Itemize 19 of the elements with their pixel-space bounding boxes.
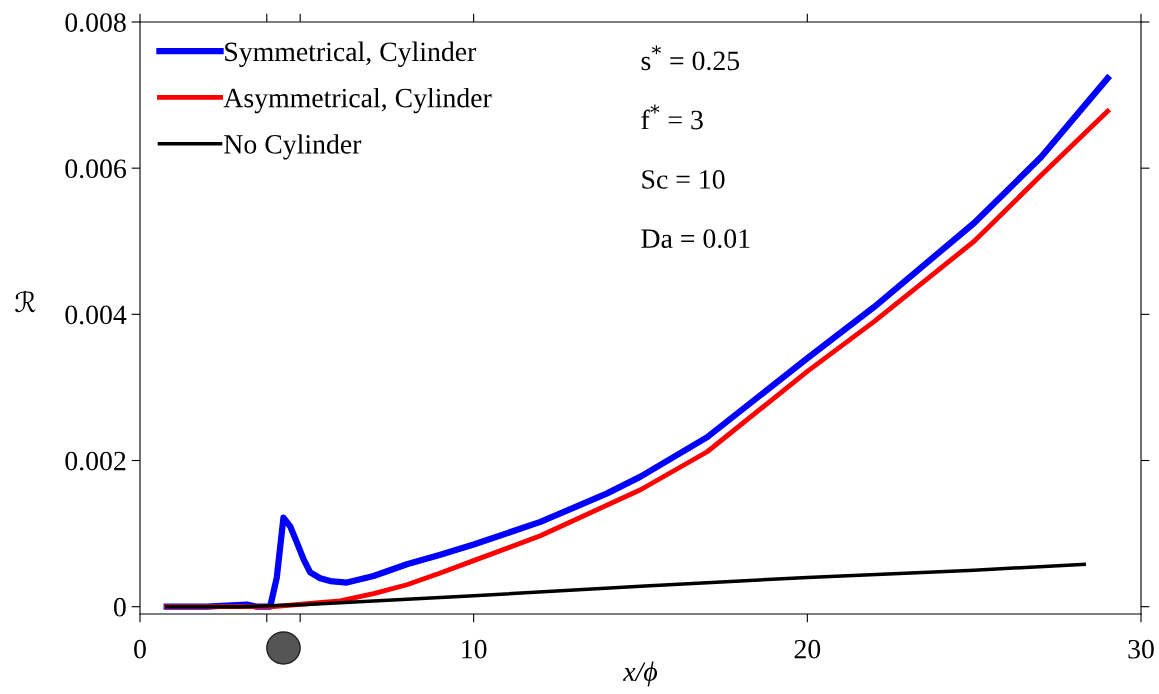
y-tick-label: 0.002 — [65, 451, 126, 471]
y-tick-label: 0.008 — [65, 13, 126, 33]
x-tick-label: 20 — [794, 639, 821, 659]
x-axis-title: x/ϕ — [622, 661, 658, 687]
line-series — [164, 562, 1087, 609]
annotation: f$^{*}$ = 3 — [641, 104, 703, 130]
legend-label: No Cylinder — [224, 134, 362, 160]
legend-label: Asymmetrical, Cylinder — [223, 87, 492, 114]
x-tick-label: 30 — [1128, 639, 1154, 659]
x-tick-label: 10 — [462, 639, 487, 659]
annotation: Da = 0.01 — [641, 229, 750, 249]
y-axis-title: ℛ — [15, 290, 36, 313]
y-tick-label: 0.004 — [65, 305, 127, 325]
x-tick-label: 0 — [134, 639, 146, 659]
legend-label: Symmetrical, Cylinder — [225, 41, 477, 67]
annotation: Sc = 10 — [642, 170, 725, 189]
y-tick-label: 0.006 — [65, 159, 126, 179]
annotation: s$^{*}$ = 0.25 — [641, 45, 740, 71]
y-tick-label: 0 — [113, 597, 126, 617]
